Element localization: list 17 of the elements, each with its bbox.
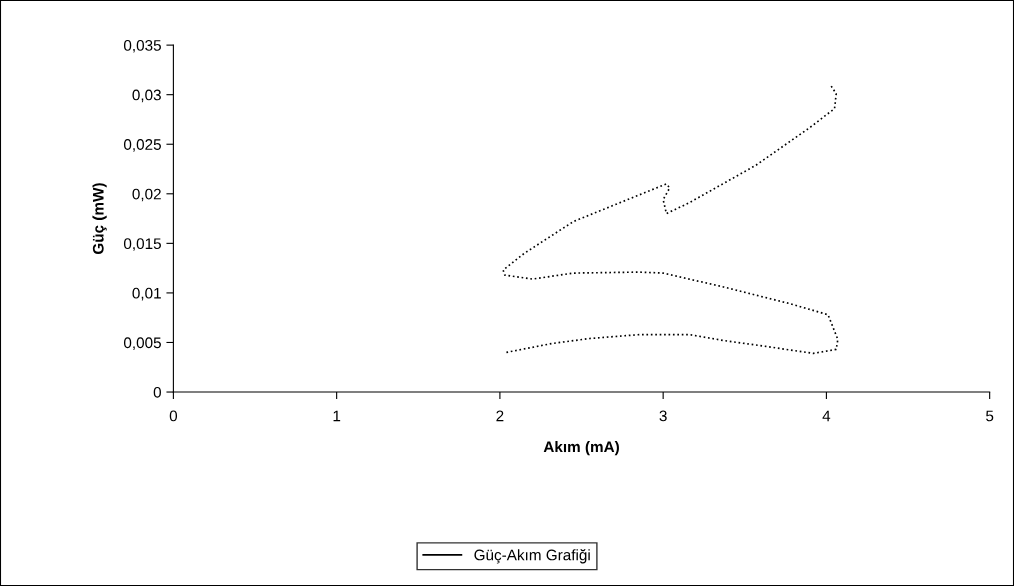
y-tick-label: 0,02 [132, 188, 161, 202]
x-tick-label: 3 [659, 410, 667, 422]
y-tick-label: 0,01 [132, 287, 161, 301]
y-tick-label: 0 [153, 386, 161, 398]
x-tick-label: 0 [169, 410, 178, 422]
x-tick-label: 2 [496, 410, 504, 422]
y-tick-label: 0,025 [123, 139, 161, 152]
y-tick-label: 0,03 [132, 89, 161, 103]
x-tick-label: 1 [333, 410, 341, 422]
y-tick-label: 0,015 [123, 238, 161, 251]
x-axis-title: Akım (mA) [543, 441, 619, 456]
y-axis-title: Güç (mW) [92, 183, 107, 255]
y-tick-label: 0,035 [123, 39, 161, 53]
x-tick-label: 4 [822, 410, 831, 422]
y-tick-label: 0,005 [123, 337, 161, 350]
x-tick-label: 5 [986, 410, 994, 422]
legend-label: Güç-Akım Grafiği [474, 548, 590, 564]
